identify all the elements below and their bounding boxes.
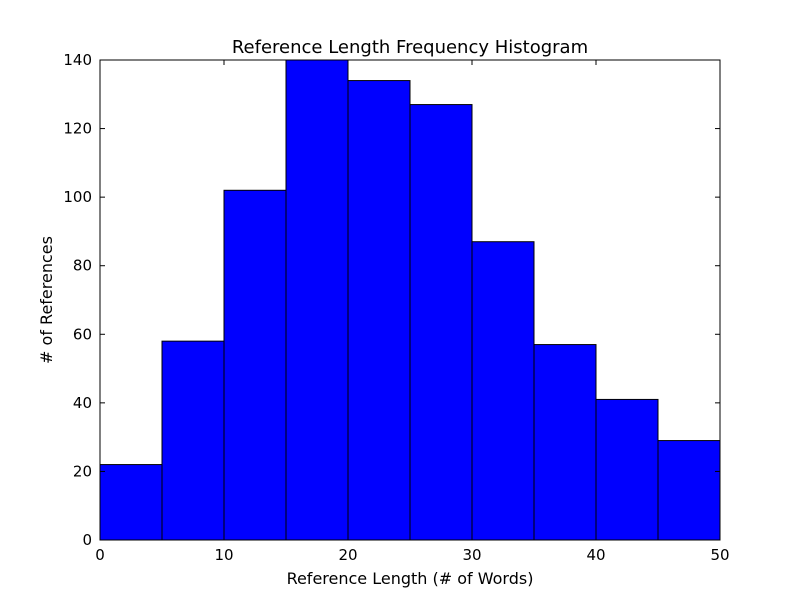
histogram-bar: [595, 398, 659, 541]
histogram-bar: [223, 189, 287, 541]
histogram-bar: [347, 80, 411, 541]
histogram-bar: [471, 241, 535, 541]
plot-frame: [99, 59, 721, 541]
y-tick-label: 60: [73, 325, 92, 343]
y-tick-label: 80: [73, 257, 92, 275]
x-tick-label: 40: [586, 546, 605, 564]
y-axis-label: # of References: [37, 236, 56, 364]
x-tick-label: 30: [462, 546, 481, 564]
chart-title: Reference Length Frequency Histogram: [232, 37, 588, 58]
bars-group: [99, 59, 721, 541]
y-tick-label: 40: [73, 394, 92, 412]
histogram-bar: [409, 104, 473, 541]
histogram-bar: [657, 440, 721, 541]
ticks-group: 0 10 20 30 40 50 0 20 40 60 80 100 120 140: [63, 51, 729, 564]
y-tick-label: 20: [73, 462, 92, 480]
x-axis-label: Reference Length (# of Words): [287, 569, 534, 588]
y-tick-label: 100: [63, 188, 92, 206]
histogram-bar: [533, 344, 597, 541]
y-tick-label: 120: [63, 120, 92, 138]
histogram-bar: [285, 59, 349, 541]
histogram-bar: [161, 340, 225, 541]
x-tick-label: 0: [95, 546, 105, 564]
y-tick-label: 140: [63, 51, 92, 69]
x-tick-label: 20: [338, 546, 357, 564]
histogram-bar: [99, 464, 163, 541]
x-tick-label: 10: [214, 546, 233, 564]
y-tick-label: 0: [82, 531, 92, 549]
x-tick-label: 50: [710, 546, 729, 564]
